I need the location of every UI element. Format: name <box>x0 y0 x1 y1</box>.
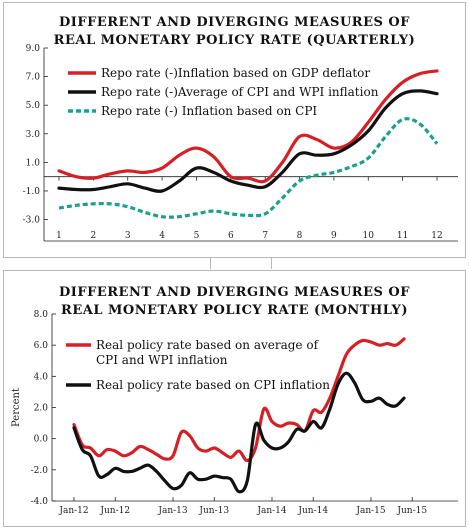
quarterly-chart-svg: 9.07.05.03.01.0-1.0-3.01 2 3 4 5 6 7 8 9 10 11 12Re… <box>23 44 458 242</box>
quarterly-x-tick-label: 5 <box>194 231 200 241</box>
monthly-x-tick-label: Jan-12 <box>58 506 88 516</box>
monthly-y-tick-label: -4.0 <box>31 497 49 507</box>
quarterly-y-tick-label: 5.0 <box>26 101 41 111</box>
monthly-y-tick-label: 2.0 <box>34 404 49 414</box>
quarterly-x-tick-label: 3 <box>125 231 131 241</box>
quarterly-x-tick-label: 1 <box>56 231 62 241</box>
monthly-chart-title-line2: REAL MONETARY POLICY RATE (MONTHLY) <box>61 303 408 318</box>
monthly-series-line-2 <box>72 371 406 494</box>
quarterly-chart-title-line2: REAL MONETARY POLICY RATE (QUARTERLY) <box>53 33 416 48</box>
monthly-legend-label-2-line1: Real policy rate based on CPI inflation <box>96 378 330 392</box>
monthly-x-tick-label: Jan-15 <box>355 506 386 516</box>
quarterly-series-line-1 <box>57 69 439 184</box>
monthly-y-tick-label: 6.0 <box>34 341 49 351</box>
quarterly-x-tick-label: 4 <box>159 231 165 241</box>
quarterly-legend-label-2: Repo rate (-)Average of CPI and WPI infl… <box>101 85 379 99</box>
quarterly-x-tick-label: 7 <box>262 231 268 241</box>
monthly-x-tick-label: Jun-14 <box>297 506 328 516</box>
quarterly-chart-panel: DIFFERENT AND DIVERGING MEASURES OF REAL… <box>3 2 466 258</box>
monthly-x-tick-label: Jun-13 <box>198 506 229 516</box>
monthly-chart-panel: DIFFERENT AND DIVERGING MEASURES OF REAL… <box>3 270 466 527</box>
quarterly-chart-title-line1: DIFFERENT AND DIVERGING MEASURES OF <box>59 15 410 30</box>
monthly-series-line-1 <box>72 337 406 463</box>
monthly-x-tick-label: Jan-14 <box>256 506 287 516</box>
monthly-chart-title-line1: DIFFERENT AND DIVERGING MEASURES OF <box>59 285 410 300</box>
quarterly-x-tick-label: 12 <box>431 231 442 241</box>
quarterly-y-tick-label: 1.0 <box>26 158 41 168</box>
quarterly-y-tick-label: 9.0 <box>26 44 41 54</box>
monthly-y-axis-label: Percent <box>11 388 22 427</box>
quarterly-x-tick-label: 9 <box>331 231 337 241</box>
quarterly-y-tick-label: 3.0 <box>26 130 41 140</box>
monthly-y-tick-label: -2.0 <box>31 466 49 476</box>
quarterly-x-tick-label: 10 <box>363 231 375 241</box>
quarterly-x-tick-label: 6 <box>228 231 234 241</box>
quarterly-y-tick-label: 7.0 <box>26 73 41 83</box>
monthly-x-tick-label: Jun-12 <box>99 506 130 516</box>
monthly-x-tick-label: Jun-15 <box>396 506 427 516</box>
monthly-x-tick-label: Jan-13 <box>157 506 188 516</box>
quarterly-series-line-3 <box>58 117 439 219</box>
panel-connector <box>210 257 272 269</box>
quarterly-series-line-2 <box>57 89 439 193</box>
quarterly-legend-label-3: Repo rate (-) Inflation based on CPI <box>101 104 317 118</box>
monthly-y-tick-label: 8.0 <box>34 310 49 320</box>
monthly-chart-svg: 8.0 6.0 4.0 2.0 0.0 -2.0 -4.0 Jan-12 Jun-12 Jan-1… <box>11 310 458 516</box>
quarterly-y-tick-label: -1.0 <box>23 187 41 197</box>
monthly-legend-label-1-line1: Real policy rate based on average of <box>96 338 320 352</box>
monthly-y-tick-label: 0.0 <box>34 435 49 445</box>
monthly-legend-label-1-line2: CPI and WPI inflation <box>96 353 228 367</box>
quarterly-x-tick-label: 11 <box>397 231 408 241</box>
quarterly-x-tick-label: 8 <box>297 231 303 241</box>
quarterly-x-tick-label: 2 <box>90 231 96 241</box>
quarterly-y-tick-label: -3.0 <box>23 216 41 226</box>
monthly-y-tick-label: 4.0 <box>34 372 49 382</box>
quarterly-legend-label-1: Repo rate (-)Inflation based on GDP defl… <box>101 66 370 80</box>
